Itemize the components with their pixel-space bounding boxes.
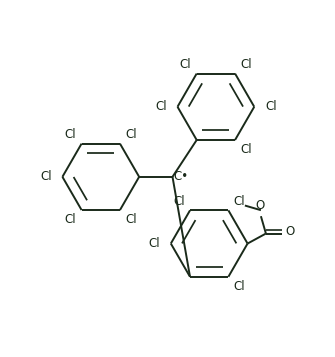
Text: Cl: Cl bbox=[173, 195, 185, 207]
Text: Cl: Cl bbox=[65, 128, 76, 141]
Text: Cl: Cl bbox=[125, 213, 137, 226]
Text: Cl: Cl bbox=[265, 100, 276, 113]
Text: Cl: Cl bbox=[241, 58, 252, 71]
Text: Cl: Cl bbox=[234, 195, 245, 207]
Text: Cl: Cl bbox=[65, 213, 76, 226]
Text: Cl: Cl bbox=[148, 237, 160, 250]
Text: Cl: Cl bbox=[155, 100, 167, 113]
Text: Cl: Cl bbox=[234, 280, 245, 292]
Text: Cl: Cl bbox=[40, 170, 52, 183]
Text: O: O bbox=[256, 198, 265, 212]
Text: Cl: Cl bbox=[180, 58, 191, 71]
Text: C•: C• bbox=[174, 170, 189, 183]
Text: O: O bbox=[285, 225, 294, 238]
Text: Cl: Cl bbox=[241, 143, 252, 156]
Text: Cl: Cl bbox=[125, 128, 137, 141]
